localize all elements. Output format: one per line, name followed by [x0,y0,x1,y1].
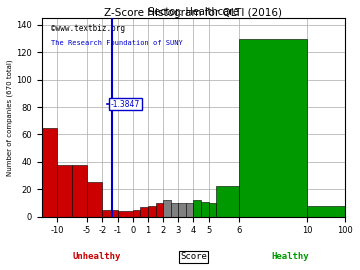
Bar [193,200,201,217]
Text: Sector: Healthcare: Sector: Healthcare [148,7,239,17]
Text: ©www.textbiz.org: ©www.textbiz.org [51,24,125,33]
Bar [42,128,57,217]
Bar [102,210,118,217]
Bar [208,203,216,217]
Text: Unhealthy: Unhealthy [72,252,121,261]
Bar [72,165,87,217]
Bar [87,182,102,217]
Text: Score: Score [180,252,207,261]
Bar [239,39,307,217]
Bar [186,203,193,217]
Bar [307,206,345,217]
Text: The Research Foundation of SUNY: The Research Foundation of SUNY [51,40,183,46]
Bar [118,211,133,217]
Bar [148,206,156,217]
Bar [163,200,171,217]
Bar [140,207,148,217]
Bar [201,202,208,217]
Text: Healthy: Healthy [272,252,309,261]
Bar [133,210,140,217]
Bar [156,203,163,217]
Y-axis label: Number of companies (670 total): Number of companies (670 total) [7,59,13,176]
Bar [57,165,72,217]
Bar [216,187,239,217]
Text: -1.3847: -1.3847 [111,100,140,109]
Bar [178,203,186,217]
Bar [171,203,178,217]
Title: Z-Score Histogram for QLTI (2016): Z-Score Histogram for QLTI (2016) [104,8,283,18]
